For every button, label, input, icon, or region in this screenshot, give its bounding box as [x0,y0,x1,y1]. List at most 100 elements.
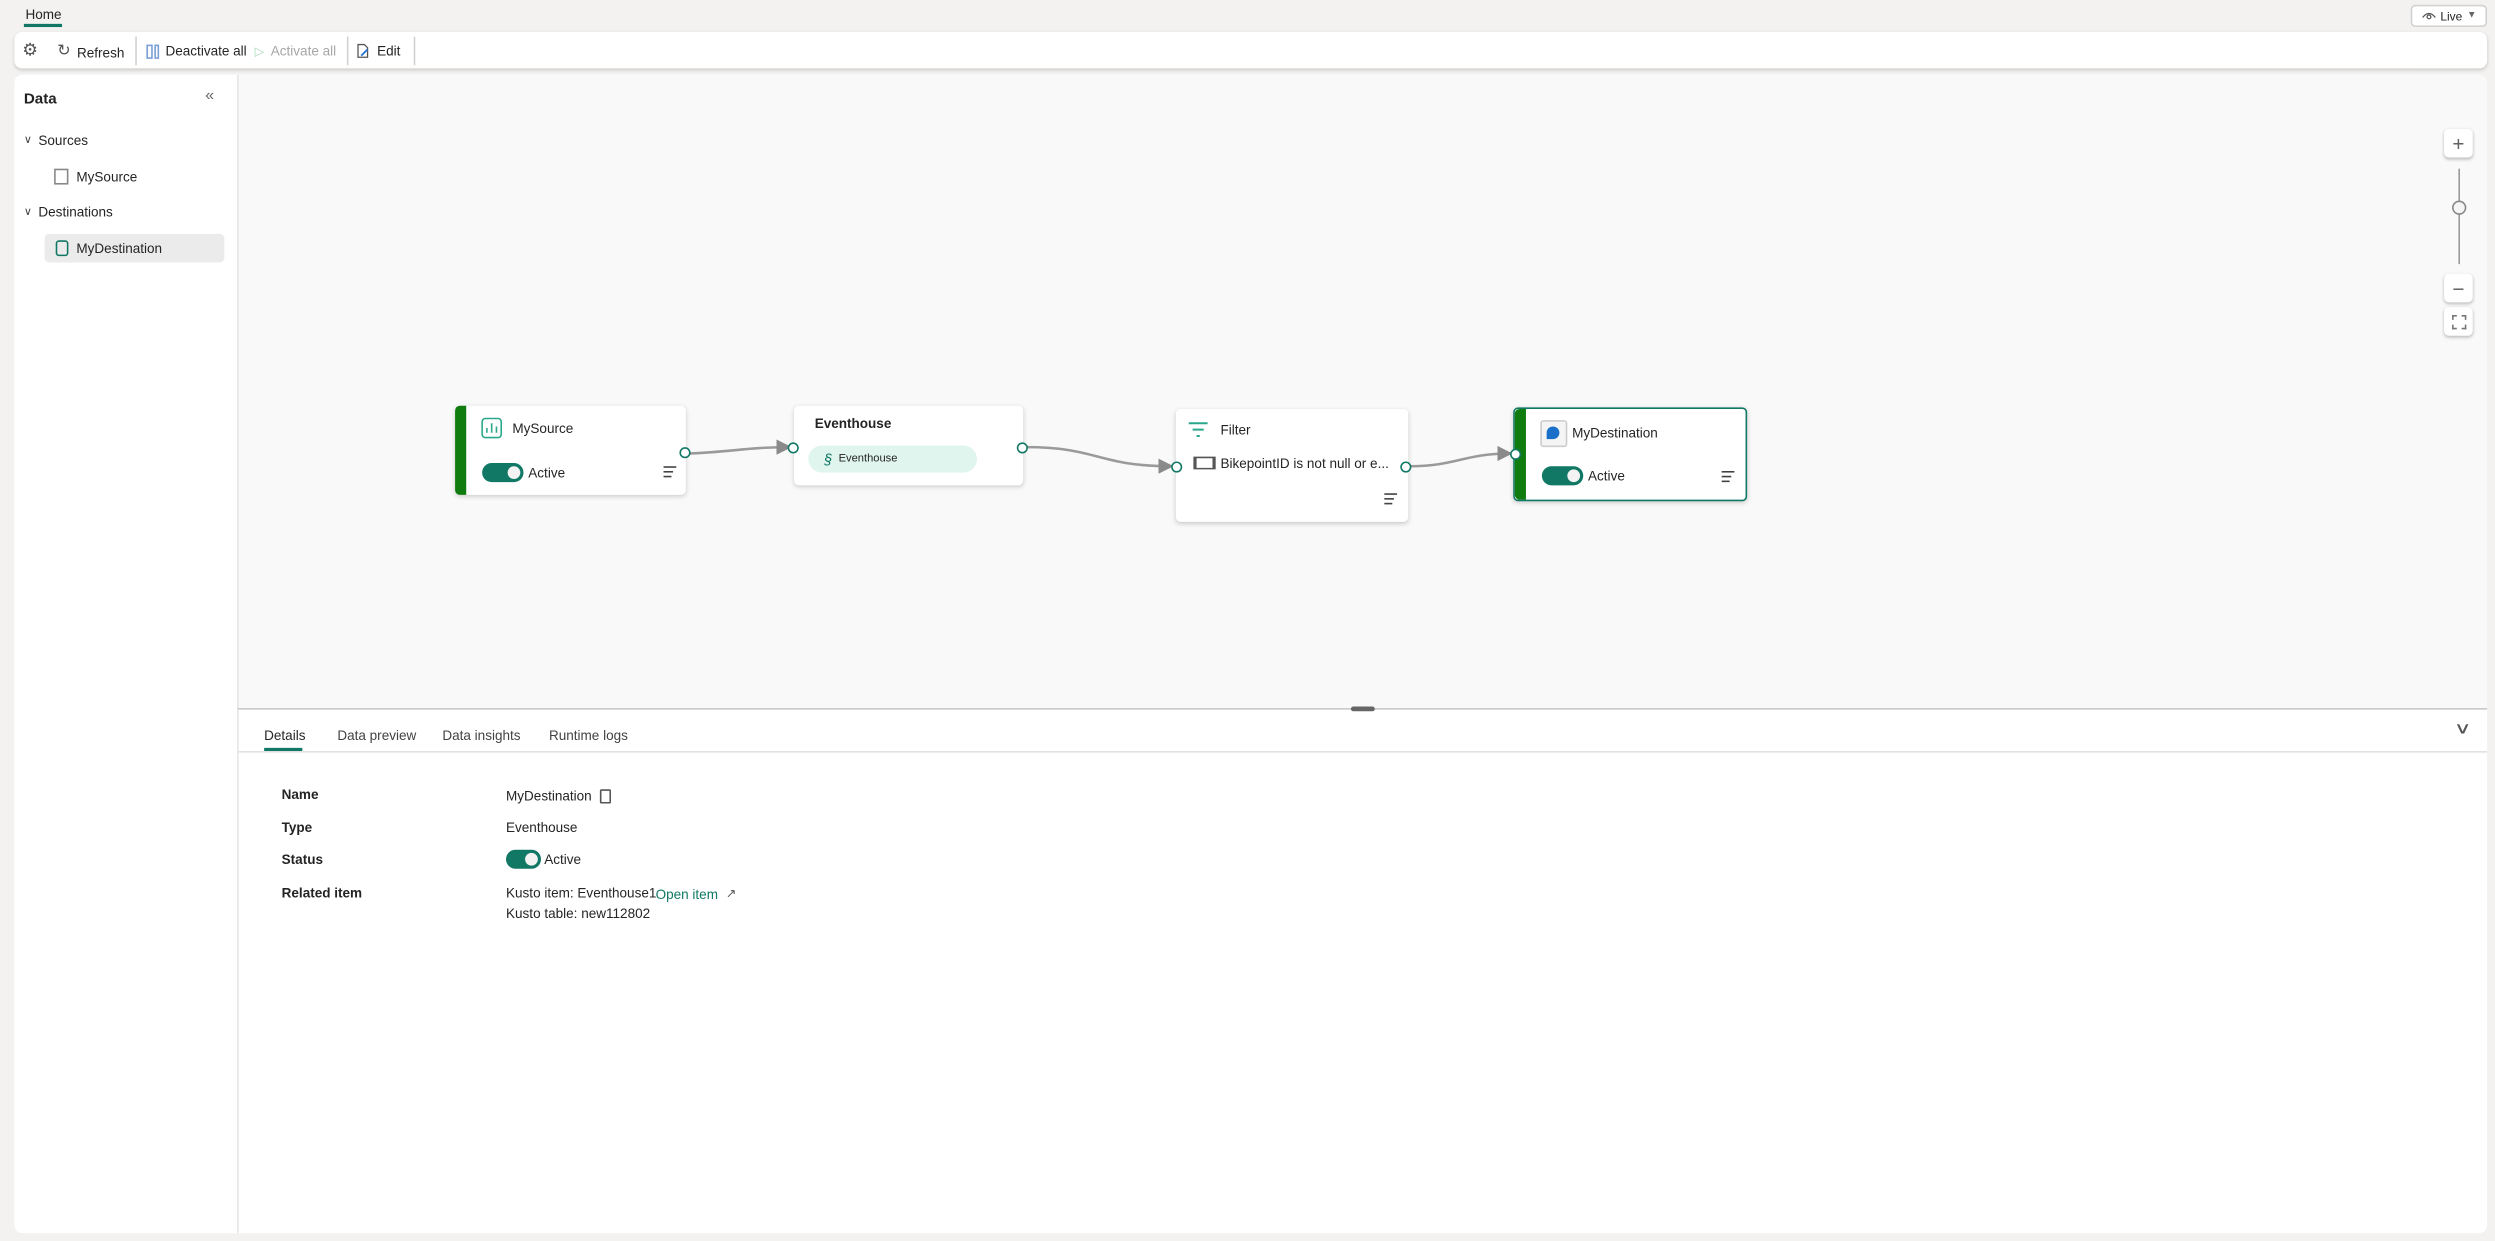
deactivate-all-label: Deactivate all [165,42,247,59]
tab-details-underline [264,747,303,752]
tab-home-underline [23,23,63,28]
tab-data-preview[interactable]: Data preview [337,727,417,744]
canvas[interactable] [237,74,2488,709]
zoom-out-button[interactable]: − [2444,273,2473,303]
live-mode-button[interactable]: Live ▼ [2410,4,2488,28]
activate-all-button[interactable]: ▷ Activate all [255,43,337,59]
sidebar-section-sources[interactable]: ∨ Sources [24,134,88,148]
sources-label: Sources [38,132,89,148]
node-title: MySource [512,420,574,436]
menu-icon[interactable] [1384,493,1398,507]
zoom-in-button[interactable]: + [2444,128,2473,158]
fit-to-screen-button[interactable] [2444,307,2473,336]
activate-all-label: Activate all [270,42,337,59]
deactivate-all-button[interactable]: Deactivate all [146,42,247,59]
input-port[interactable] [787,442,799,454]
zoom-slider-track[interactable] [2458,168,2460,265]
collapse-sidebar-icon[interactable]: « [205,87,215,106]
tab-home[interactable]: Home [25,6,62,23]
node-title: Eventhouse [814,415,892,432]
menu-icon[interactable] [663,466,677,480]
edit-button[interactable]: Edit [356,43,400,59]
eventhouse-icon [1540,420,1568,448]
kusto-item-value: Kusto item: Eventhouse1 [506,884,657,901]
chevron-down-icon: ∨ [23,135,33,147]
sidebar-section-destinations[interactable]: ∨ Destinations [24,205,113,219]
pause-icon [146,43,160,59]
status-label: Active [528,464,566,481]
status-toggle[interactable] [482,463,524,483]
refresh-label: Refresh [76,43,125,60]
database-icon [55,240,69,257]
active-bar [455,405,467,495]
sidebar-item-mydestination[interactable]: MyDestination [44,233,225,263]
sidebar-item-label: MySource [76,168,138,185]
node-mydestination[interactable]: MyDestination Active [1513,407,1748,502]
node-title: MyDestination [1572,424,1658,441]
chart-icon [481,417,503,439]
toolbar-divider [413,36,416,66]
type-label: Type [281,819,313,836]
type-value: Eventhouse [506,819,578,836]
main-panel [14,74,2488,1234]
toolbar-divider [135,36,137,66]
play-icon: ▷ [254,43,265,59]
status-toggle[interactable] [1541,466,1584,486]
sidebar-title: Data [23,90,57,109]
stream-icon: § [824,451,833,468]
eye-icon [2421,12,2436,20]
zoom-slider-thumb[interactable] [2452,200,2467,215]
external-link-icon: ↗ [725,886,737,901]
status-label: Active [1588,467,1625,484]
filter-condition: BikepointID is not null or e... [1220,455,1389,471]
open-item-label: Open item [655,886,718,903]
related-item-label: Related item [281,884,363,901]
tabs-divider [238,751,2488,753]
node-filter[interactable]: Filter BikepointID is not null or e... [1175,408,1409,522]
tab-data-insights[interactable]: Data insights [442,727,521,744]
edge-eventhouse-to-filter [1026,445,1174,474]
live-label: Live [2440,8,2463,24]
edge-source-to-eventhouse [688,439,792,455]
fit-icon [2451,314,2466,329]
chart-icon [54,168,69,185]
settings-icon[interactable]: ⚙ [22,41,38,61]
filter-icon [1188,422,1208,438]
destinations-label: Destinations [38,203,113,220]
copy-icon[interactable] [599,788,611,803]
tab-runtime-logs[interactable]: Runtime logs [548,727,628,744]
toolbar [14,31,2488,69]
chevron-down-icon: ∨ [23,207,33,219]
chip-label: Eventhouse [838,453,898,465]
output-port[interactable] [679,447,691,459]
input-port[interactable] [1510,448,1522,460]
refresh-icon: ↻ [57,42,71,61]
output-port[interactable] [1400,461,1412,473]
status-label: Status [281,851,323,868]
condition-icon [1193,456,1216,470]
tab-details[interactable]: Details [264,727,306,744]
input-port[interactable] [1171,461,1183,473]
name-value: MyDestination [506,787,592,804]
menu-icon[interactable] [1721,470,1735,485]
eventhouse-chip: § Eventhouse [808,445,977,473]
node-title: Filter [1220,421,1251,438]
edge-filter-to-destination [1409,445,1513,468]
collapse-panel-chevron-icon[interactable]: ∨ [2453,720,2472,739]
edit-label: Edit [377,42,401,59]
refresh-button[interactable]: ↻ Refresh [57,43,124,61]
status-value: Active [544,851,582,868]
status-toggle[interactable] [506,849,542,869]
output-port[interactable] [1016,442,1028,454]
node-mysource[interactable]: MySource Active [455,405,686,495]
kusto-table-value: Kusto table: new112802 [506,905,651,922]
edit-icon [357,43,369,58]
open-item-link[interactable]: Open item ↗ [656,886,737,902]
node-eventhouse[interactable]: Eventhouse § Eventhouse [794,405,1024,486]
sidebar-item-label: MyDestination [76,239,163,256]
name-label: Name [281,786,319,802]
caret-down-icon: ▼ [2467,11,2477,21]
sidebar-item-mysource[interactable]: MySource [54,168,138,185]
panel-resize-handle[interactable] [1350,706,1375,712]
